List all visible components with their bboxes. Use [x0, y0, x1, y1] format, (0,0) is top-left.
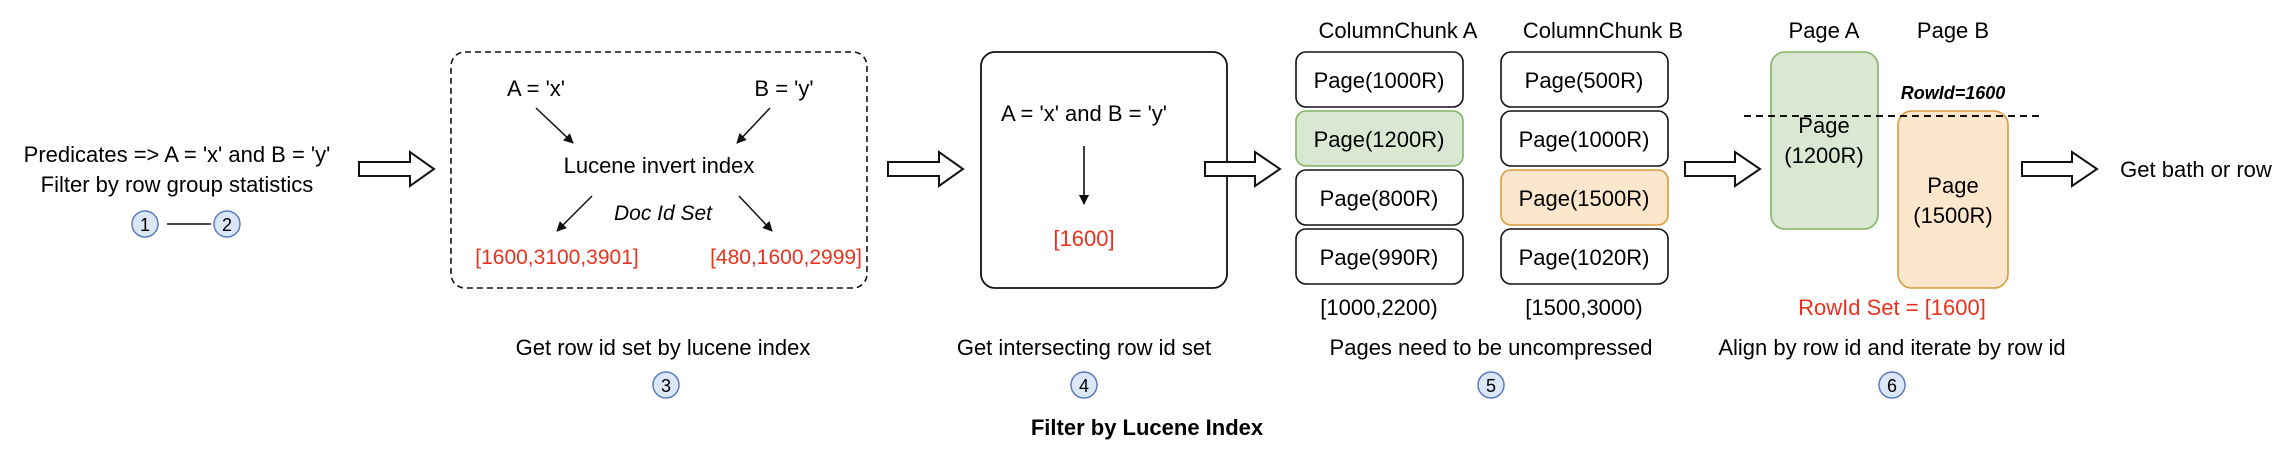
chunk-b-page-2: [1500, 110, 1669, 167]
step-badge-4-number: 4: [1079, 376, 1089, 396]
final-output-label: Get bath or row: [2120, 157, 2272, 182]
diagram-title: Filter by Lucene Index: [1031, 415, 1264, 440]
chunk-a-page-3: [1295, 169, 1464, 226]
chunk-b-range: [1500,3000): [1525, 295, 1642, 320]
aligned-page-a-line1: Page: [1798, 113, 1849, 138]
aligned-page-a: [1770, 51, 1879, 230]
step-badge-2-number: 2: [222, 215, 232, 235]
step-badge-5-number: 5: [1486, 376, 1496, 396]
flow-arrow-5: [2021, 150, 2099, 188]
step-badge-6: [1878, 371, 1906, 399]
aligned-page-b: [1897, 110, 2009, 289]
chunk-b-page-1-label: Page(500R): [1525, 68, 1644, 93]
arrow-a-to-index: [535, 107, 574, 144]
chunk-a-page-2-highlight: [1295, 110, 1464, 167]
aligned-page-b-line1: Page: [1927, 173, 1978, 198]
chunk-b-page-2-label: Page(1000R): [1519, 127, 1650, 152]
step-intersect: A = 'x' and B = 'y' [1600] Get intersect…: [957, 51, 1228, 399]
step-badge-1-number: 1: [140, 215, 150, 235]
step-badge-3: [652, 371, 680, 399]
step-badge-6-number: 6: [1887, 376, 1897, 396]
chunk-b-page-3-highlight: [1500, 169, 1669, 226]
chunk-a-page-4-label: Page(990R): [1320, 245, 1439, 270]
chunk-a-range: [1000,2200): [1320, 295, 1437, 320]
flow-arrow-4: [1684, 150, 1762, 188]
flow-arrow-3: [1204, 150, 1282, 188]
chunk-b-page-4-label: Page(1020R): [1519, 245, 1650, 270]
chunk-a-page-2-label: Page(1200R): [1314, 127, 1445, 152]
intersect-result: [1600]: [1053, 226, 1114, 251]
step-badge-2: [213, 210, 241, 238]
step-4-caption: Get intersecting row id set: [957, 335, 1211, 360]
predicate-b-label: B = 'y': [754, 76, 813, 101]
step-column-chunks: ColumnChunk A ColumnChunk B Page(1000R) …: [1295, 18, 1683, 399]
predicates-text: Predicates => A = 'x' and B = 'y': [24, 142, 331, 167]
chunk-b-page-3-label: Page(1500R): [1519, 186, 1650, 211]
step-lucene-index: A = 'x' B = 'y' Lucene invert index Doc …: [450, 51, 868, 399]
chunk-a-page-3-label: Page(800R): [1320, 186, 1439, 211]
rowid-set-label: RowId Set = [1600]: [1798, 295, 1986, 320]
rowid-label: RowId=1600: [1901, 83, 2006, 103]
step-badge-5: [1477, 371, 1505, 399]
page-b-title: Page B: [1917, 18, 1989, 43]
lucene-index-label: Lucene invert index: [564, 153, 755, 178]
doc-id-set-label: Doc Id Set: [614, 202, 713, 225]
arrow-index-to-set-b: [738, 195, 773, 232]
step-badge-1: [131, 210, 159, 238]
lucene-dashed-box: [450, 51, 868, 289]
step-3-caption: Get row id set by lucene index: [516, 335, 811, 360]
arrow-index-to-set-a: [556, 195, 593, 232]
chunk-b-page-1: [1500, 51, 1669, 108]
flow-arrow-1: [358, 150, 436, 188]
chunk-a-page-1-label: Page(1000R): [1314, 68, 1445, 93]
predicate-a-label: A = 'x': [507, 76, 565, 101]
doc-id-set-a: [1600,3100,3901]: [475, 246, 639, 269]
doc-id-set-b: [480,1600,2999]: [710, 246, 862, 269]
intersect-box: [980, 51, 1228, 289]
step-align: Page A Page B Page (1200R) Page (1500R) …: [1718, 18, 2066, 399]
aligned-page-b-line2: (1500R): [1913, 203, 1992, 228]
aligned-page-a-line2: (1200R): [1784, 143, 1863, 168]
intersect-expression: A = 'x' and B = 'y': [1001, 101, 1167, 126]
step-5-caption: Pages need to be uncompressed: [1330, 335, 1653, 360]
chunk-b-page-4: [1500, 228, 1669, 285]
step-badge-3-number: 3: [661, 376, 671, 396]
chunk-a-page-4: [1295, 228, 1464, 285]
step-6-caption: Align by row id and iterate by row id: [1718, 335, 2065, 360]
arrow-b-to-index: [736, 107, 771, 144]
page-a-title: Page A: [1789, 18, 1860, 43]
column-chunk-b-title: ColumnChunk B: [1523, 18, 1683, 43]
chunk-a-page-1: [1295, 51, 1464, 108]
step-predicates: Predicates => A = 'x' and B = 'y' Filter…: [24, 142, 331, 238]
column-chunk-a-title: ColumnChunk A: [1319, 18, 1478, 43]
row-group-filter-text: Filter by row group statistics: [41, 172, 314, 197]
step-badge-4: [1070, 371, 1098, 399]
flow-arrow-2: [887, 150, 965, 188]
